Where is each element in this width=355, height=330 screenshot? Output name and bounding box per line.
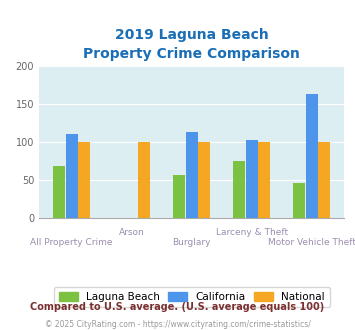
Bar bbox=[258, 142, 271, 218]
Bar bbox=[318, 142, 331, 218]
Bar bbox=[293, 183, 305, 218]
Text: © 2025 CityRating.com - https://www.cityrating.com/crime-statistics/: © 2025 CityRating.com - https://www.city… bbox=[45, 320, 310, 329]
Bar bbox=[233, 161, 245, 218]
Bar bbox=[306, 94, 318, 218]
Bar bbox=[198, 142, 210, 218]
Title: 2019 Laguna Beach
Property Crime Comparison: 2019 Laguna Beach Property Crime Compari… bbox=[83, 28, 300, 61]
Bar bbox=[186, 132, 198, 218]
Bar bbox=[173, 175, 185, 218]
Bar bbox=[66, 134, 77, 218]
Bar bbox=[246, 140, 258, 218]
Text: Compared to U.S. average. (U.S. average equals 100): Compared to U.S. average. (U.S. average … bbox=[31, 302, 324, 312]
Bar bbox=[138, 142, 150, 218]
Legend: Laguna Beach, California, National: Laguna Beach, California, National bbox=[54, 287, 330, 308]
Bar bbox=[53, 166, 65, 218]
Bar bbox=[78, 142, 90, 218]
